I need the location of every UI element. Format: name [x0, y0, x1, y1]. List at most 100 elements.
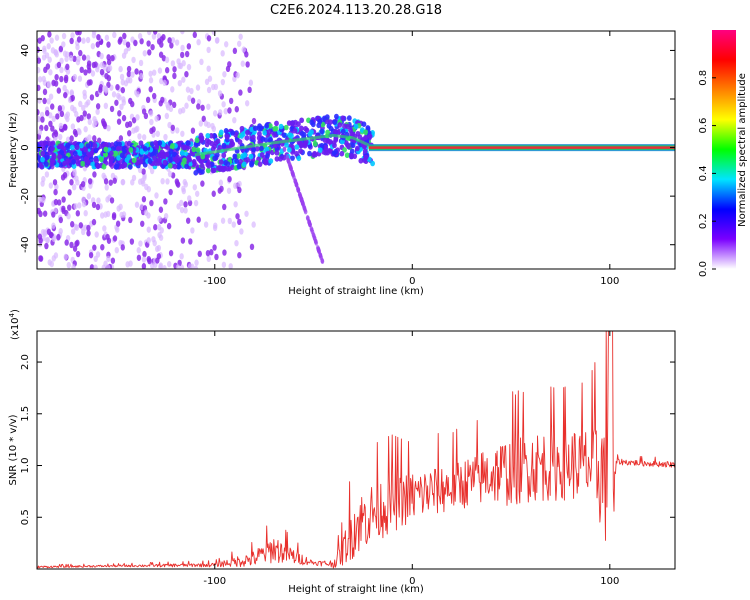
spectrogram-point — [157, 67, 163, 74]
spectrogram-point — [181, 60, 186, 67]
spectrogram-point — [167, 260, 172, 268]
spectrogram-point — [363, 134, 369, 141]
spectrogram-point — [57, 105, 63, 112]
spectrogram-point — [57, 143, 63, 150]
spectrogram-point — [78, 100, 83, 108]
spectrogram-point — [86, 224, 91, 232]
spectrogram-point — [101, 120, 107, 127]
spectrogram-point — [71, 159, 76, 165]
spectrogram-point — [95, 103, 101, 110]
spectrogram-point — [287, 132, 293, 138]
spectrogram-frame — [36, 30, 676, 270]
spectrogram-point — [220, 166, 226, 173]
spectrogram-point — [65, 68, 71, 75]
spectrogram-point — [290, 155, 295, 161]
spectrogram-point — [346, 143, 351, 150]
spectrogram-point — [108, 156, 114, 163]
spectrogram-point — [86, 193, 92, 200]
spectrogram-point — [244, 135, 250, 141]
spectrogram-point — [75, 58, 81, 66]
spectrogram-point — [159, 227, 164, 234]
spectrogram-point — [113, 140, 119, 147]
spectrogram-point — [187, 95, 192, 102]
spectrogram-point — [198, 135, 204, 141]
spectrogram-point — [179, 253, 184, 260]
spectrogram-point — [239, 133, 244, 139]
spectrogram-point — [274, 156, 280, 162]
spectrogram-point — [42, 210, 48, 217]
spectrogram-point — [51, 222, 56, 229]
spectrogram-point — [53, 252, 59, 259]
spectrogram-point — [157, 140, 163, 146]
spectrogram-point — [190, 97, 196, 104]
snr-series-line — [37, 331, 675, 569]
spectrogram-point — [239, 228, 244, 235]
spectrogram-point — [40, 150, 46, 157]
spectrogram-point — [64, 113, 69, 120]
spectrogram-point — [46, 43, 51, 50]
spectrogram-point — [128, 147, 134, 153]
spectrogram-point — [291, 171, 295, 177]
spectrogram-point — [237, 139, 243, 145]
spectrogram-point — [42, 97, 47, 105]
spectrogram-y-ticks: -40 -20 0 20 40 — [20, 44, 675, 253]
spectrogram-point — [90, 42, 96, 50]
spectrogram-point — [70, 104, 75, 112]
spectrogram-point — [303, 139, 309, 145]
spectrogram-point — [349, 148, 355, 155]
spectrogram-point — [51, 235, 57, 242]
spectrogram-point — [71, 264, 76, 269]
spectrogram-point — [180, 237, 186, 244]
spectrogram-point — [125, 121, 130, 129]
spectrogram-x-label: Height of straight line (km) — [288, 286, 424, 297]
spectrogram-point — [167, 162, 173, 169]
spectrogram-point — [159, 77, 164, 85]
spectrogram-point — [98, 86, 103, 93]
spectrogram-point — [102, 85, 107, 92]
spectrogram-point — [37, 162, 40, 169]
spectrogram-point — [238, 33, 243, 40]
spectrogram-point — [39, 111, 45, 119]
spectrogram-point — [58, 228, 63, 235]
spectrogram-point — [184, 70, 189, 78]
spectrogram-point — [93, 61, 98, 68]
spectrogram-point — [80, 160, 85, 167]
spectrogram-point — [67, 189, 72, 196]
spectrogram-point — [61, 41, 66, 48]
spectrogram-point — [44, 171, 50, 178]
spectrogram-point — [139, 72, 144, 80]
spectrogram-point — [110, 146, 116, 152]
spectrogram-point — [115, 226, 120, 233]
spectrogram-point — [244, 51, 249, 58]
spectrogram-point — [232, 47, 238, 55]
y-tick-label: 0.5 — [20, 509, 31, 525]
spectrogram-point — [168, 148, 174, 155]
spectrogram-point — [162, 159, 168, 166]
spectrogram-point — [162, 265, 167, 269]
spectrogram-point — [175, 180, 180, 187]
x-tick-label: 100 — [600, 576, 619, 587]
spectrogram-point — [56, 61, 62, 69]
spectrogram-point — [39, 140, 44, 147]
spectrogram-point — [57, 199, 62, 206]
spectrogram-point — [223, 108, 228, 115]
spectrogram-point — [203, 221, 209, 228]
spectrogram-point — [137, 178, 143, 185]
y-tick-label: -20 — [20, 188, 31, 204]
spectrogram-point — [175, 127, 180, 134]
spectrogram-point — [212, 155, 218, 162]
spectrogram-point — [154, 192, 159, 199]
spectrogram-point — [272, 132, 277, 138]
spectrogram-point — [82, 110, 87, 117]
spectrogram-point — [281, 132, 287, 138]
spectrogram-point — [120, 86, 126, 94]
spectrogram-point — [206, 86, 212, 94]
spectrogram-point — [170, 60, 176, 67]
spectrogram-point — [218, 159, 224, 165]
spectrogram-point — [358, 158, 364, 164]
spectrogram-point — [142, 250, 147, 258]
spectrogram-point — [164, 151, 170, 158]
spectrogram-point — [99, 52, 104, 60]
spectrogram-point — [131, 127, 136, 134]
spectrogram-point — [342, 147, 347, 153]
